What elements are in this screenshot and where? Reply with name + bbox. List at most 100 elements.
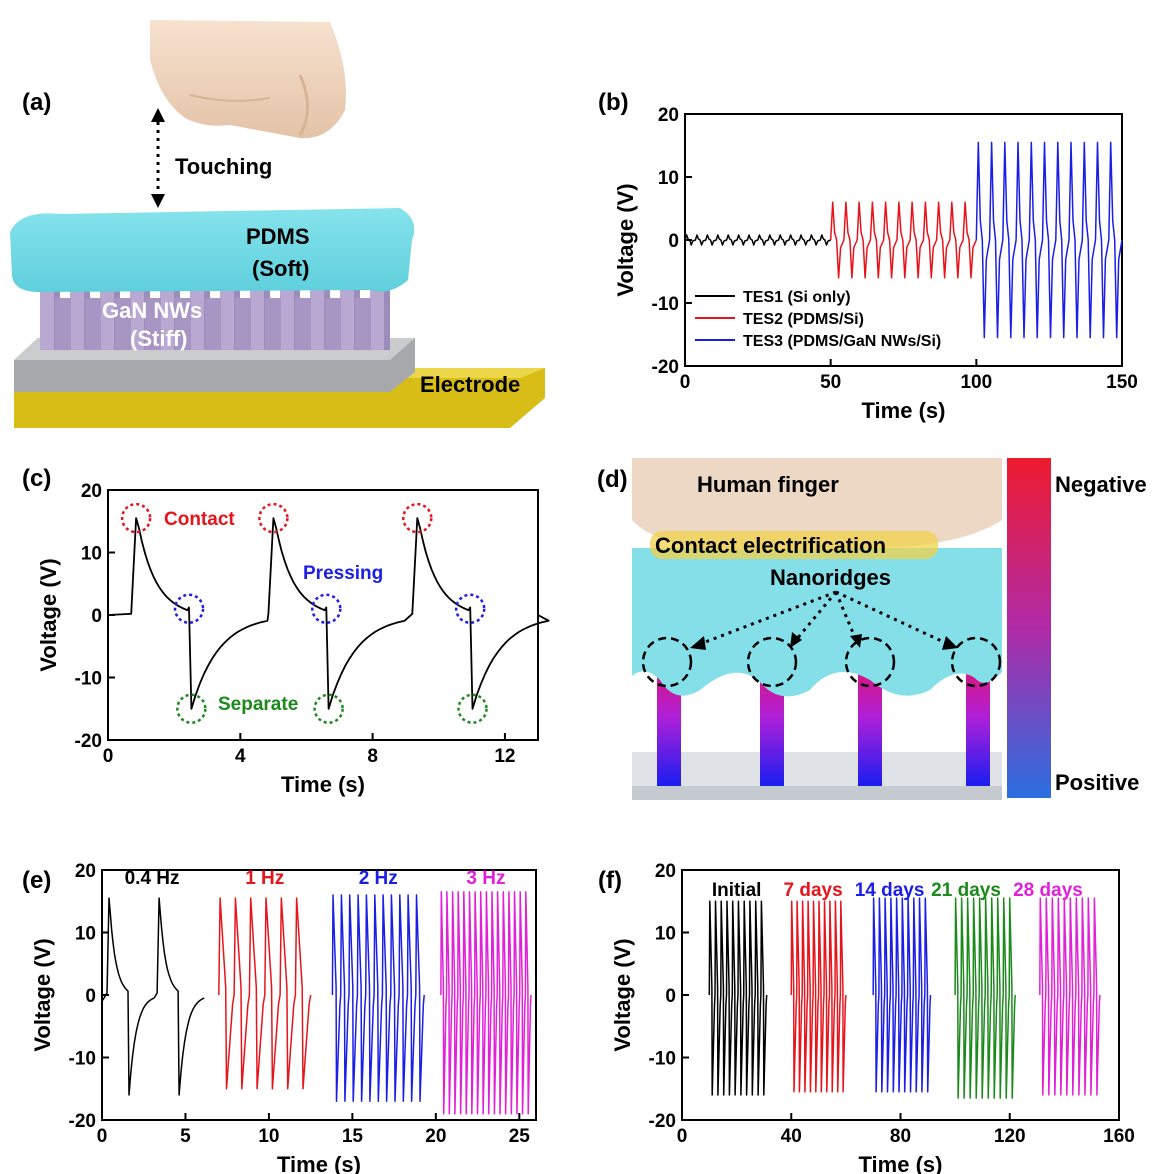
pdms-label: PDMS: [246, 224, 310, 249]
series-label: 1 Hz: [245, 868, 284, 889]
x-tick-label: 150: [1106, 372, 1138, 393]
nanowire-back: [55, 298, 71, 350]
nanowire-back: [115, 298, 131, 350]
hand-illustration: [150, 20, 346, 139]
series-line: [829, 201, 977, 279]
nanowire-back: [85, 298, 101, 350]
series-line: [790, 900, 847, 1093]
series-label: Initial: [712, 880, 762, 901]
x-tick-label: 80: [890, 1126, 911, 1147]
event-marker: [457, 693, 488, 724]
pdms-sub-label: (Soft): [252, 256, 309, 281]
event-marker: [402, 502, 433, 534]
y-tick-label: -10: [69, 1049, 96, 1070]
nanoridge-circles: [641, 636, 1002, 688]
x-tick-label: 0: [680, 372, 691, 393]
y-tick-label: -20: [69, 1111, 96, 1132]
panel-label-d: (d): [597, 466, 628, 493]
series-label: 2 Hz: [359, 868, 398, 889]
event-marker: [258, 502, 289, 534]
y-tick-label: 20: [75, 861, 96, 882]
y-tick-label: 10: [658, 168, 679, 189]
x-axis-label: Time (s): [277, 1152, 361, 1174]
panel-label-e: (e): [22, 867, 51, 894]
series-line: [708, 900, 768, 1096]
panel-label-b: (b): [598, 89, 629, 116]
x-tick-label: 0: [97, 1126, 108, 1147]
annotation-contact: Contact: [164, 509, 235, 530]
y-tick-label: -10: [649, 1049, 676, 1070]
pdms-layer: [10, 208, 415, 292]
panel-label-c: (c): [22, 465, 51, 492]
y-tick-label: -20: [649, 1111, 676, 1132]
event-marker: [454, 593, 486, 624]
x-tick-label: 50: [820, 372, 841, 393]
x-tick-label: 40: [781, 1126, 802, 1147]
x-tick-label: 4: [235, 746, 246, 767]
nanowire-back: [355, 298, 371, 350]
nanowire-back: [265, 298, 281, 350]
y-tick-label: -10: [652, 294, 679, 315]
series-label: 7 days: [784, 880, 843, 901]
y-axis-label: Voltage (V): [36, 558, 61, 671]
x-axis-label: Time (s): [281, 772, 365, 797]
series-label: 21 days: [931, 880, 1001, 901]
y-tick-label: 10: [75, 924, 96, 945]
series-label: 28 days: [1013, 880, 1083, 901]
y-tick-label: 0: [665, 986, 676, 1007]
pdms-layer-d: [632, 548, 1002, 697]
series-line: [872, 897, 932, 1093]
x-tick-label: 0: [677, 1126, 688, 1147]
gan-nanowires: [40, 288, 390, 350]
y-tick-label: -10: [75, 669, 102, 690]
series-line: [440, 891, 532, 1115]
y-tick-label: 20: [658, 105, 679, 126]
event-marker: [313, 693, 344, 724]
series-label: 3 Hz: [466, 868, 505, 889]
y-axis-label: Voltage (V): [30, 938, 55, 1051]
x-tick-label: 8: [367, 746, 378, 767]
y-tick-label: -20: [75, 731, 102, 752]
nanoridges-label: Nanoridges: [770, 565, 891, 590]
series-line: [684, 234, 831, 246]
contact-electrification-label: Contact electrification: [655, 533, 886, 558]
chart-b: 0 50 100 150 -20 -10 0 10 20 Time (s) Voltage (V) T…: [613, 105, 1138, 423]
x-tick-label: 100: [960, 372, 992, 393]
x-tick-label: 25: [509, 1126, 531, 1147]
event-marker: [311, 593, 342, 624]
x-tick-label: 12: [494, 746, 515, 767]
annotation-separate: Separate: [218, 694, 298, 715]
negative-label: Negative: [1055, 472, 1147, 497]
finger-label: Human finger: [697, 472, 839, 497]
chart-c: 0 4 8 12 -20 -10 0 10 20 Time (s) Voltage (V) Conta…: [36, 481, 550, 797]
x-tick-label: 0: [103, 746, 114, 767]
legend-entry: TES3 (PDMS/GaN NWs/Si): [743, 333, 941, 350]
x-tick-label: 10: [258, 1126, 279, 1147]
panel-d: (d) Human finger Contact electrification…: [597, 458, 1147, 800]
nanowire-back: [295, 298, 311, 350]
x-tick-label: 5: [180, 1126, 191, 1147]
y-tick-label: 10: [81, 544, 102, 565]
touching-arrow: [151, 108, 165, 208]
legend-entry: TES1 (Si only): [743, 289, 851, 306]
x-tick-label: 120: [994, 1126, 1026, 1147]
y-tick-label: 10: [655, 924, 676, 945]
annotation-pressing: Pressing: [303, 563, 383, 584]
gan-sub-label: (Stiff): [130, 326, 187, 351]
panel-a: (a) Touching Electrode GaN NWs (Stiff) P…: [10, 20, 545, 428]
x-tick-label: 15: [342, 1126, 364, 1147]
nanowire-back: [175, 298, 191, 350]
series-line: [331, 894, 425, 1103]
event-marker: [176, 693, 207, 724]
event-marker: [120, 502, 152, 534]
y-axis-label: Voltage (V): [610, 938, 635, 1051]
event-marker: [173, 593, 205, 624]
series-line: [1039, 897, 1101, 1096]
nanowire-back: [235, 298, 251, 350]
y-axis-label: Voltage (V): [613, 183, 638, 296]
panel-label-a: (a): [22, 89, 51, 116]
series-line: [218, 897, 312, 1090]
nanowire-back: [205, 298, 221, 350]
